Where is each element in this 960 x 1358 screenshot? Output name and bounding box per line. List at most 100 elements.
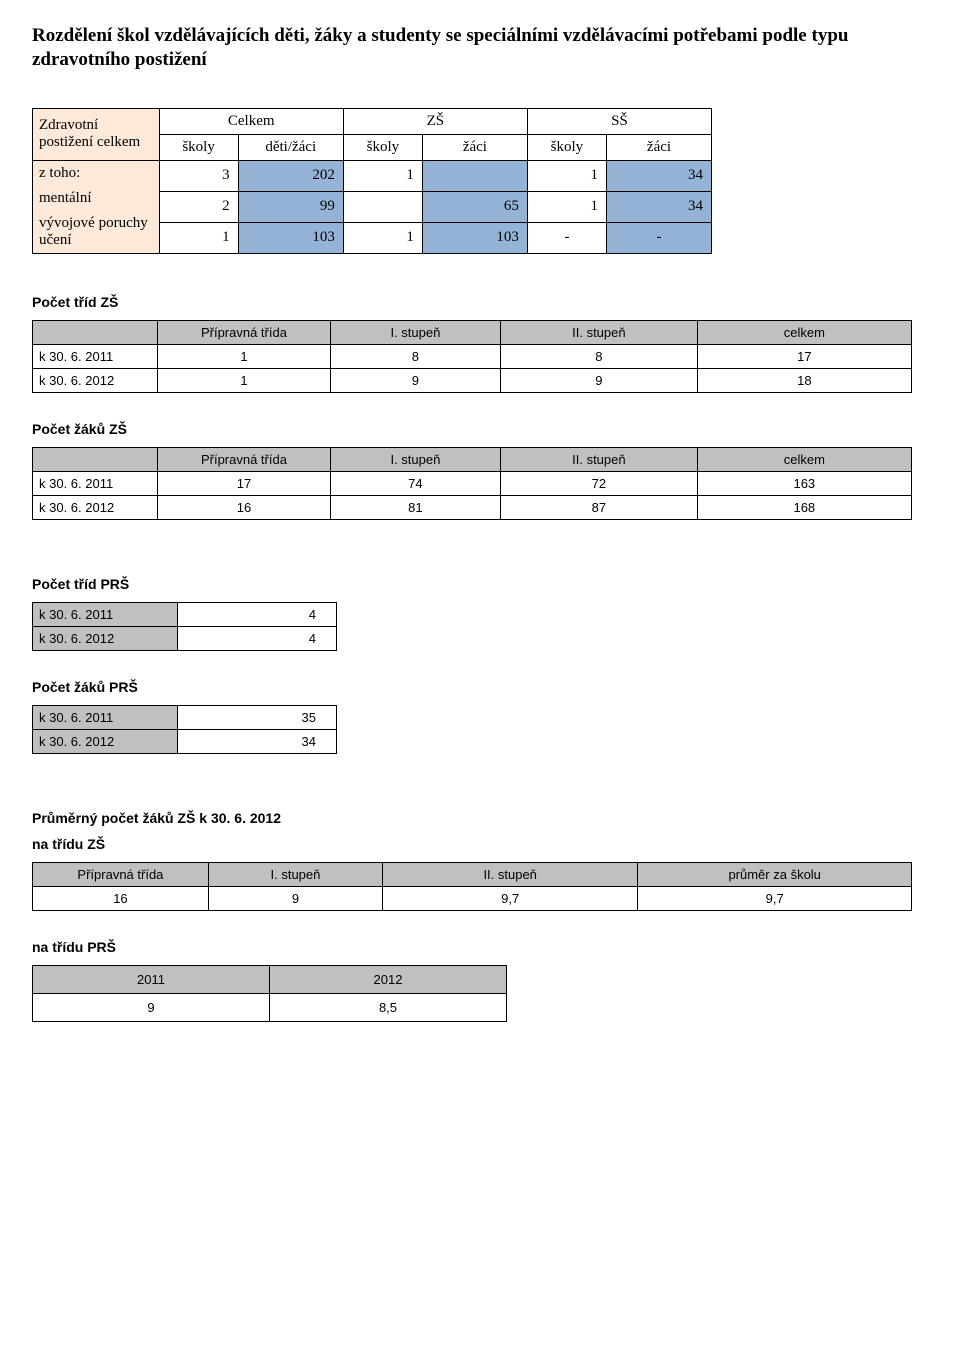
col-prumer: průměr za školu — [638, 862, 912, 886]
table-row: k 30. 6. 2012 4 — [33, 626, 337, 650]
prumer-prs-table: 2011 2012 9 8,5 — [32, 965, 507, 1022]
corner-cell — [33, 447, 158, 471]
page-title: Rozdělení škol vzdělávajících děti, žáky… — [32, 24, 912, 72]
cell: 34 — [178, 729, 337, 753]
col-pripravna: Přípravná třída — [33, 862, 209, 886]
cell: - — [606, 222, 711, 253]
year-label: 2011 — [33, 965, 270, 993]
cell: 1 — [527, 191, 606, 222]
cell: 8 — [330, 344, 500, 368]
table-row: k 30. 6. 2012 1 9 9 18 — [33, 368, 912, 392]
heading-pocet-zaku-prs: Počet žáků PRŠ — [32, 679, 928, 695]
cell: 163 — [697, 471, 911, 495]
cell: 17 — [697, 344, 911, 368]
table-row: k 30. 6. 2011 1 8 8 17 — [33, 344, 912, 368]
heading-pocet-trid-zs: Počet tříd ZŠ — [32, 294, 928, 310]
cell: 9,7 — [383, 886, 638, 910]
col-i-stupen: I. stupeň — [208, 862, 382, 886]
col-i-stupen: I. stupeň — [330, 447, 500, 471]
cell: 99 — [238, 191, 343, 222]
cell: 34 — [606, 191, 711, 222]
cell: 72 — [501, 471, 698, 495]
col-ii-stupen: II. stupeň — [501, 447, 698, 471]
row-label: k 30. 6. 2012 — [33, 368, 158, 392]
sub-schools-ss: školy — [527, 134, 606, 160]
cell: 9 — [330, 368, 500, 392]
table-row: k 30. 6. 2011 17 74 72 163 — [33, 471, 912, 495]
cell: 103 — [422, 222, 527, 253]
col-ii-stupen: II. stupeň — [501, 320, 698, 344]
rowhead-group-intro: z toho: — [33, 161, 159, 186]
cell: 1 — [158, 344, 331, 368]
heading-pocet-zaku-zs: Počet žáků ZŠ — [32, 421, 928, 437]
cell: 2 — [159, 191, 238, 222]
rowhead-learning: vývojové poruchy učení — [33, 211, 159, 253]
pocet-trid-zs-table: Přípravná třída I. stupeň II. stupeň cel… — [32, 320, 912, 393]
cell: 9,7 — [638, 886, 912, 910]
col-celkem: celkem — [697, 447, 911, 471]
cell: 1 — [527, 160, 606, 191]
sub-pupils-zs: žáci — [422, 134, 527, 160]
cell: 18 — [697, 368, 911, 392]
row-label: k 30. 6. 2012 — [33, 495, 158, 519]
cell: 16 — [33, 886, 209, 910]
col-ii-stupen: II. stupeň — [383, 862, 638, 886]
cell: 16 — [158, 495, 331, 519]
cell: 34 — [606, 160, 711, 191]
sub-schools: školy — [159, 134, 238, 160]
col-i-stupen: I. stupeň — [330, 320, 500, 344]
cell: 17 — [158, 471, 331, 495]
cell: 65 — [422, 191, 527, 222]
cell: 9 — [501, 368, 698, 392]
row-label: k 30. 6. 2011 — [33, 344, 158, 368]
table-row: k 30. 6. 2012 16 81 87 168 — [33, 495, 912, 519]
cell: 4 — [178, 626, 337, 650]
cell: 1 — [159, 222, 238, 253]
cell: 3 — [159, 160, 238, 191]
cell — [422, 160, 527, 191]
cell: 8 — [501, 344, 698, 368]
cell: 168 — [697, 495, 911, 519]
subheading-na-tridu-zs: na třídu ZŠ — [32, 836, 928, 852]
pocet-zaku-prs-table: k 30. 6. 2011 35 k 30. 6. 2012 34 — [32, 705, 337, 754]
col-celkem: celkem — [697, 320, 911, 344]
cell: 87 — [501, 495, 698, 519]
cell: 1 — [158, 368, 331, 392]
cell — [343, 191, 422, 222]
pocet-zaku-zs-table: Přípravná třída I. stupeň II. stupeň cel… — [32, 447, 912, 520]
row-label: k 30. 6. 2011 — [33, 471, 158, 495]
table-row: k 30. 6. 2012 34 — [33, 729, 337, 753]
cell: 1 — [343, 222, 422, 253]
col-group-zs: ZŠ — [343, 108, 527, 134]
cell: 35 — [178, 705, 337, 729]
cell: 9 — [33, 993, 270, 1021]
cell: 9 — [208, 886, 382, 910]
cell: 81 — [330, 495, 500, 519]
heading-pocet-trid-prs: Počet tříd PRŠ — [32, 576, 928, 592]
col-group-total: Celkem — [159, 108, 343, 134]
disability-breakdown-table: Zdravotní postižení celkem Celkem ZŠ SŠ … — [32, 108, 712, 254]
cell: 74 — [330, 471, 500, 495]
sub-schools-zs: školy — [343, 134, 422, 160]
cell: 8,5 — [270, 993, 507, 1021]
table-row: 16 9 9,7 9,7 — [33, 886, 912, 910]
row-label: k 30. 6. 2012 — [33, 626, 178, 650]
row-label: k 30. 6. 2011 — [33, 705, 178, 729]
table-row: z toho: mentální vývojové poruchy učení … — [33, 160, 712, 191]
heading-prumer: Průměrný počet žáků ZŠ k 30. 6. 2012 — [32, 810, 928, 826]
cell: 4 — [178, 602, 337, 626]
pocet-trid-prs-table: k 30. 6. 2011 4 k 30. 6. 2012 4 — [32, 602, 337, 651]
rowhead-total: Zdravotní postižení celkem — [33, 108, 160, 160]
corner-cell — [33, 320, 158, 344]
cell: 202 — [238, 160, 343, 191]
cell: 103 — [238, 222, 343, 253]
sub-children: děti/žáci — [238, 134, 343, 160]
col-pripravna: Přípravná třída — [158, 447, 331, 471]
col-group-ss: SŠ — [527, 108, 711, 134]
col-pripravna: Přípravná třída — [158, 320, 331, 344]
year-label: 2012 — [270, 965, 507, 993]
prumer-zs-table: Přípravná třída I. stupeň II. stupeň prů… — [32, 862, 912, 911]
cell: 1 — [343, 160, 422, 191]
sub-pupils-ss: žáci — [606, 134, 711, 160]
row-label: k 30. 6. 2011 — [33, 602, 178, 626]
